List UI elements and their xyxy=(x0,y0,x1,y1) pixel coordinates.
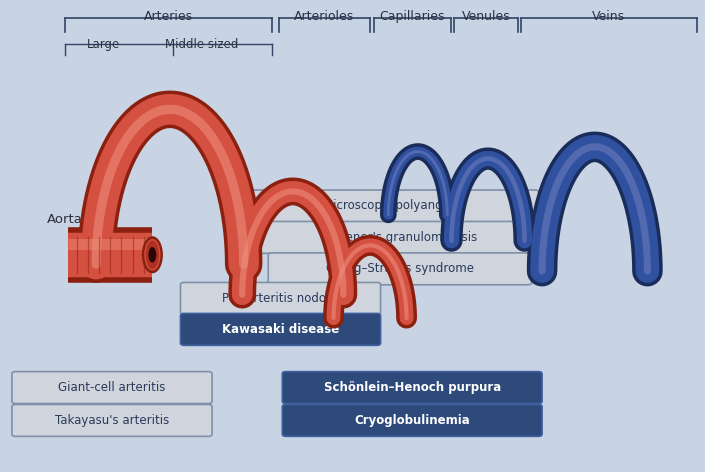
Text: Aorta: Aorta xyxy=(47,213,82,226)
FancyBboxPatch shape xyxy=(282,405,542,436)
FancyBboxPatch shape xyxy=(180,313,381,346)
Text: Arteries: Arteries xyxy=(144,9,192,23)
Text: Large: Large xyxy=(87,38,120,51)
Text: Veins: Veins xyxy=(592,9,625,23)
Text: Polyarteritis nodosa: Polyarteritis nodosa xyxy=(222,292,339,305)
FancyBboxPatch shape xyxy=(282,371,542,404)
Text: Middle sized: Middle sized xyxy=(165,38,238,51)
Ellipse shape xyxy=(149,248,156,262)
Text: Takayasu's arteritis: Takayasu's arteritis xyxy=(55,414,169,427)
Ellipse shape xyxy=(145,240,160,270)
FancyBboxPatch shape xyxy=(12,405,212,436)
Text: Arterioles: Arterioles xyxy=(294,9,355,23)
FancyBboxPatch shape xyxy=(268,253,532,285)
FancyBboxPatch shape xyxy=(12,371,212,404)
Text: Schönlein–Henoch purpura: Schönlein–Henoch purpura xyxy=(324,381,501,394)
FancyBboxPatch shape xyxy=(258,221,539,253)
Text: Capillaries: Capillaries xyxy=(379,9,445,23)
FancyBboxPatch shape xyxy=(180,282,381,314)
Text: Churg–Strauss syndrome: Churg–Strauss syndrome xyxy=(326,262,474,275)
Text: Cryoglobulinemia: Cryoglobulinemia xyxy=(355,414,470,427)
Text: Kawasaki disease: Kawasaki disease xyxy=(222,323,339,336)
Text: Venules: Venules xyxy=(462,9,510,23)
Text: Microscopic polyangiitis: Microscopic polyangiitis xyxy=(323,200,463,212)
Ellipse shape xyxy=(142,237,162,273)
Text: Giant-cell arteritis: Giant-cell arteritis xyxy=(59,381,166,394)
FancyBboxPatch shape xyxy=(247,190,539,222)
Text: Wegener's granulomatosis: Wegener's granulomatosis xyxy=(319,231,477,244)
